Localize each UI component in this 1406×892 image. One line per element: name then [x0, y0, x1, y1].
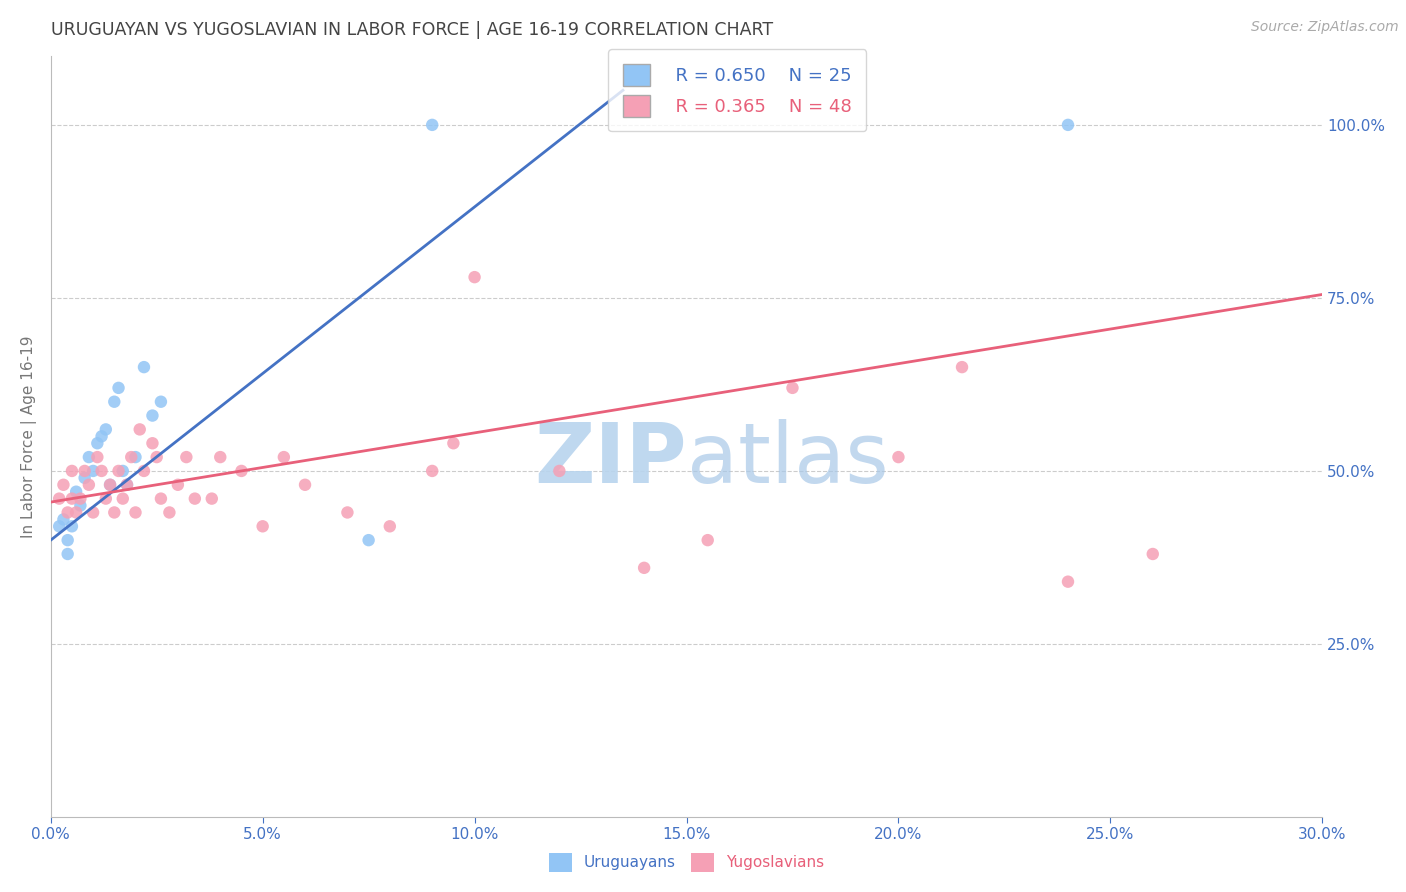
Point: [441, 436, 464, 450]
Point: [111, 464, 134, 478]
Legend: Uruguayans, Yugoslavians: Uruguayans, Yugoslavians: [543, 847, 831, 878]
Point: [65, 484, 87, 499]
Point: [86, 436, 108, 450]
Point: [82, 506, 104, 520]
Point: [48, 519, 70, 533]
Point: [184, 491, 207, 506]
Point: [124, 450, 146, 464]
Point: [56, 533, 79, 548]
Point: [273, 450, 295, 464]
Point: [77, 450, 100, 464]
Point: [336, 506, 359, 520]
Y-axis label: In Labor Force | Age 16-19: In Labor Force | Age 16-19: [21, 335, 37, 538]
Point: [90, 429, 112, 443]
Point: [1057, 574, 1080, 589]
Point: [98, 477, 121, 491]
Text: URUGUAYAN VS YUGOSLAVIAN IN LABOR FORCE | AGE 16-19 CORRELATION CHART: URUGUAYAN VS YUGOSLAVIAN IN LABOR FORCE …: [51, 21, 773, 39]
Point: [1142, 547, 1164, 561]
Point: [107, 464, 129, 478]
Point: [65, 506, 87, 520]
Point: [56, 506, 79, 520]
Text: ZIP: ZIP: [534, 418, 686, 500]
Point: [111, 491, 134, 506]
Point: [157, 506, 180, 520]
Point: [464, 270, 486, 285]
Point: [357, 533, 380, 548]
Point: [48, 491, 70, 506]
Point: [69, 499, 91, 513]
Point: [132, 464, 155, 478]
Point: [633, 561, 655, 575]
Point: [782, 381, 804, 395]
Point: [73, 464, 96, 478]
Point: [209, 450, 232, 464]
Point: [82, 464, 104, 478]
Point: [124, 506, 146, 520]
Point: [420, 118, 443, 132]
Point: [94, 422, 117, 436]
Text: Source: ZipAtlas.com: Source: ZipAtlas.com: [1251, 20, 1399, 34]
Point: [141, 409, 163, 423]
Point: [98, 477, 121, 491]
Point: [90, 464, 112, 478]
Point: [94, 491, 117, 506]
Point: [52, 512, 75, 526]
Point: [132, 360, 155, 375]
Point: [73, 471, 96, 485]
Point: [1057, 118, 1080, 132]
Point: [145, 450, 167, 464]
Point: [60, 519, 83, 533]
Point: [128, 422, 150, 436]
Point: [548, 464, 571, 478]
Point: [950, 360, 973, 375]
Point: [115, 477, 138, 491]
Point: [252, 519, 274, 533]
Point: [378, 519, 401, 533]
Point: [696, 533, 718, 548]
Point: [176, 450, 198, 464]
Point: [887, 450, 910, 464]
Point: [115, 477, 138, 491]
Point: [86, 450, 108, 464]
Point: [56, 547, 79, 561]
Point: [167, 477, 190, 491]
Point: [141, 436, 163, 450]
Point: [77, 477, 100, 491]
Point: [60, 464, 83, 478]
Point: [60, 491, 83, 506]
Point: [103, 394, 125, 409]
Point: [103, 506, 125, 520]
Point: [149, 491, 172, 506]
Point: [120, 450, 142, 464]
Point: [294, 477, 316, 491]
Point: [201, 491, 224, 506]
Point: [420, 464, 443, 478]
Point: [69, 491, 91, 506]
Point: [231, 464, 253, 478]
Point: [149, 394, 172, 409]
Point: [107, 381, 129, 395]
Point: [52, 477, 75, 491]
Text: atlas: atlas: [686, 418, 889, 500]
